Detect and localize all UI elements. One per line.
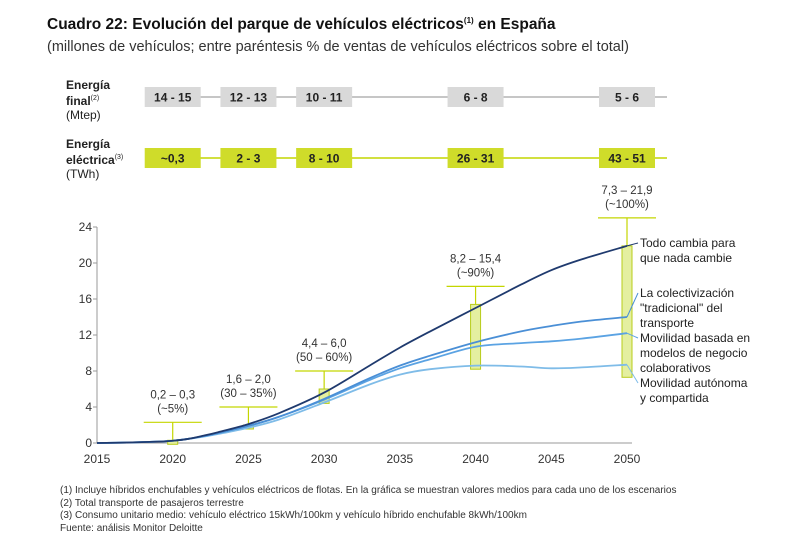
footnote: (1) Incluye híbridos enchufables y vehíc… <box>60 485 677 496</box>
energia_electrica-box <box>599 148 655 168</box>
energia_electrica-box <box>296 148 353 168</box>
legend-label: modelos de negocio <box>640 346 748 360</box>
x-tick-label: 2040 <box>462 452 489 466</box>
x-tick-label: 2050 <box>614 452 641 466</box>
energia_final-value: 6 - 8 <box>464 91 488 105</box>
y-tick-label: 24 <box>79 220 93 234</box>
range-label: 7,3 – 21,9 <box>601 185 652 197</box>
energia_final-box <box>447 87 504 107</box>
energia_electrica-value: ~0,3 <box>161 152 185 166</box>
chart-title: Cuadro 22: Evolución del parque de vehíc… <box>47 16 556 34</box>
range-label: 1,6 – 2,0 <box>226 374 271 386</box>
energia_final-box <box>220 87 277 107</box>
range-percent-label: (50 – 60%) <box>296 352 352 364</box>
footnote-source: Fuente: análisis Monitor Deloitte <box>60 522 203 534</box>
energia_final-value: 14 - 15 <box>154 91 192 105</box>
range-label: 0,2 – 0,3 <box>150 389 195 401</box>
y-tick-label: 4 <box>85 400 92 414</box>
legend-label: colaborativos <box>640 361 711 375</box>
energia_final-box <box>144 87 201 107</box>
legend-connector <box>626 242 639 247</box>
x-tick-label: 2020 <box>159 452 186 466</box>
energy-rows: 14 - 15 12 - 13 10 - 11 6 - 8 5 - 6 ~0,3 2 - 3… <box>144 87 667 168</box>
legend-label: Movilidad autónoma <box>640 376 748 390</box>
range-box <box>470 303 482 370</box>
energia_final-value: 5 - 6 <box>615 91 639 105</box>
energia_final-box <box>599 87 655 107</box>
range-markers: 0,2 – 0,3 (~5%) 1,6 – 2,0 (30 – 35%) 4,4 – 6… <box>143 185 656 445</box>
range-percent-label: (30 – 35%) <box>220 388 276 400</box>
range-box <box>621 245 633 378</box>
y-tick-label: 0 <box>85 436 92 450</box>
energia_final-value: 12 - 13 <box>230 91 268 105</box>
legend-label: Todo cambia para <box>640 236 736 250</box>
x-tick-label: 2045 <box>538 452 565 466</box>
legend-label: transporte <box>640 316 694 330</box>
x-tick-label: 2030 <box>311 452 338 466</box>
x-tick-label: 2035 <box>387 452 414 466</box>
range-percent-label: (~100%) <box>605 199 649 211</box>
axes: 0 4 8 12 16 20 24 2015 2020 2025 2030 2035 2040 2045 2… <box>79 220 641 466</box>
energia_electrica-value: 26 - 31 <box>457 152 495 166</box>
footnote: (2) Total transporte de pasajeros terres… <box>60 497 244 509</box>
footnotes: (1) Incluye híbridos enchufables y vehíc… <box>60 485 676 535</box>
chart-area: 14 - 15 12 - 13 10 - 11 6 - 8 5 - 6 ~0,3 2 - 3… <box>79 87 750 466</box>
y-tick-label: 20 <box>79 256 93 270</box>
legend-connector <box>626 292 639 318</box>
energia_electrica-value: 2 - 3 <box>236 152 260 166</box>
energia_electrica-value: 43 - 51 <box>608 152 646 166</box>
legend-label: y compartida <box>640 391 709 405</box>
x-tick-label: 2025 <box>235 452 262 466</box>
legend-connector <box>626 332 639 339</box>
energia_electrica-box <box>447 148 504 168</box>
legend-connector <box>626 364 639 384</box>
series-line <box>96 245 628 444</box>
energia_electrica-box <box>144 148 201 168</box>
chart-subtitle: (millones de vehículos; entre paréntesis… <box>47 39 629 55</box>
x-tick-label: 2015 <box>84 452 111 466</box>
series-lines <box>96 245 628 444</box>
range-percent-label: (~90%) <box>457 267 495 279</box>
energia-final-label: Energía final(2) (Mtep) <box>66 78 111 122</box>
legend-label: "tradicional" del <box>640 301 723 315</box>
range-percent-label: (~5%) <box>157 403 188 415</box>
energia_electrica-box <box>220 148 277 168</box>
series-line <box>96 316 628 444</box>
y-tick-label: 16 <box>79 292 93 306</box>
energia_final-box <box>296 87 353 107</box>
energia-electrica-label: Energía eléctrica(3) (TWh) <box>66 137 124 181</box>
legend-label: Movilidad basada en <box>640 331 750 345</box>
legend-label: La colectivización <box>640 286 734 300</box>
y-tick-label: 12 <box>79 328 93 342</box>
legend-label: que nada cambie <box>640 251 732 265</box>
energia_electrica-value: 8 - 10 <box>309 152 340 166</box>
footnote: (3) Consumo unitario medio: vehículo elé… <box>60 510 527 521</box>
energia_final-value: 10 - 11 <box>306 91 343 105</box>
range-label: 4,4 – 6,0 <box>302 338 347 350</box>
y-tick-label: 8 <box>85 364 92 378</box>
range-label: 8,2 – 15,4 <box>450 253 502 265</box>
